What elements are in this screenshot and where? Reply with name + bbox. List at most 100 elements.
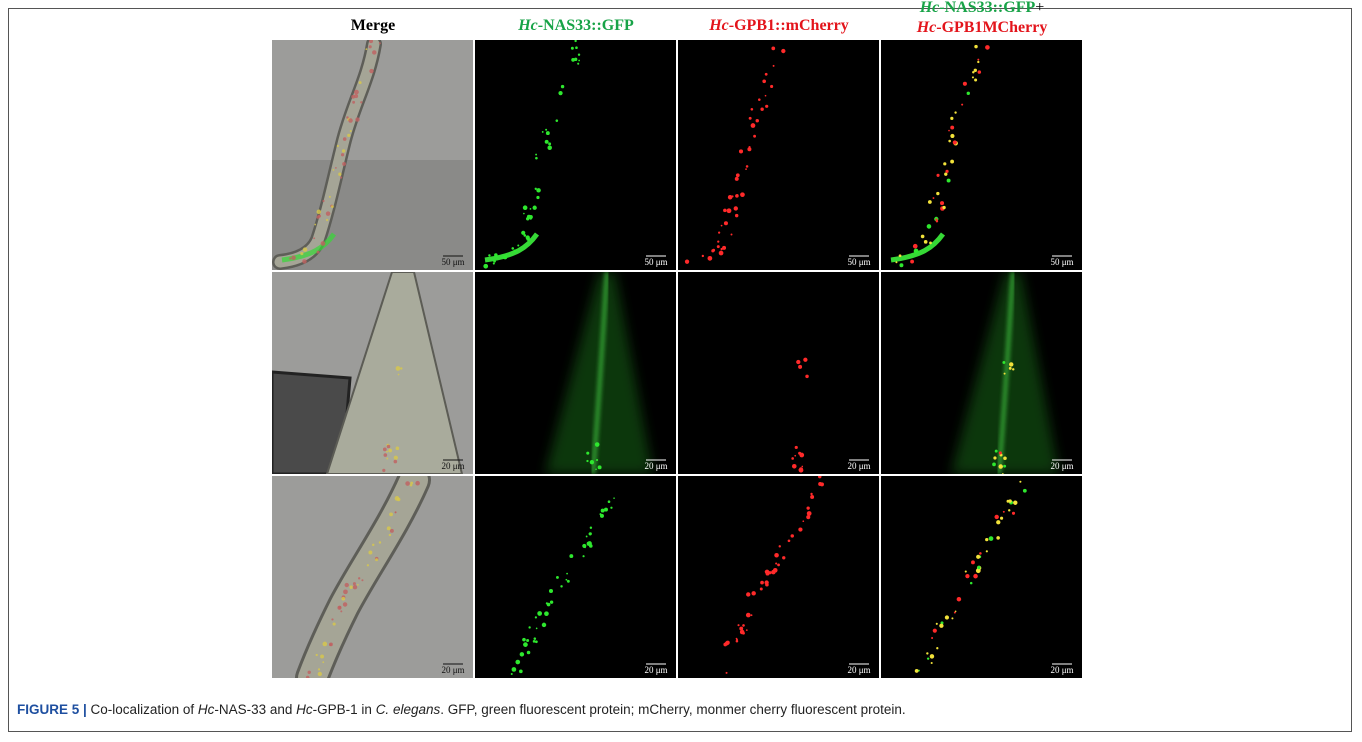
fluorescent-spot xyxy=(349,585,353,589)
fluorescent-spot xyxy=(532,205,537,210)
fluorescent-spot xyxy=(964,570,967,573)
fluorescent-spot xyxy=(340,153,345,157)
fluorescent-spot xyxy=(753,134,757,138)
fluorescent-spot xyxy=(727,195,733,200)
fluorescent-spot xyxy=(519,669,523,674)
caption-text: . GFP, green fluorescent protein; mCherr… xyxy=(440,702,906,717)
fluorescent-spot xyxy=(521,230,526,235)
fluorescent-spot xyxy=(787,539,791,543)
fluorescent-spot xyxy=(771,46,776,51)
fluorescent-spot xyxy=(950,116,954,121)
panel-grid: 50 μm 50 μm 50 μm 50 μm 20 μm 20 μm 20 μm 20 μm… xyxy=(272,40,1082,678)
fluorescent-spot xyxy=(594,442,600,447)
fluorescent-spot xyxy=(555,119,559,122)
fluorescent-spot xyxy=(739,629,745,635)
fluorescent-spot xyxy=(790,534,795,538)
image-panel: 20 μm xyxy=(475,476,676,678)
fluorescent-spot xyxy=(336,144,339,148)
panel-content xyxy=(951,272,1059,474)
fluorescent-spot xyxy=(775,562,778,565)
fluorescent-spot xyxy=(355,117,360,122)
fluorescent-spot xyxy=(895,261,898,264)
fluorescent-spot xyxy=(523,212,525,215)
fluorescent-spot xyxy=(322,661,325,664)
fluorescent-spot xyxy=(977,58,980,61)
fluorescent-spot xyxy=(343,589,348,595)
fluorescent-spot xyxy=(588,532,592,536)
figure: Merge Hc-NAS33::GFP Hc-GPB1::mCherry Hc-… xyxy=(272,0,1082,678)
fluorescent-spot xyxy=(386,457,389,460)
fluorescent-spot xyxy=(762,79,766,84)
fluorescent-spot xyxy=(533,637,537,640)
panel-background xyxy=(475,476,676,678)
fluorescent-spot xyxy=(329,642,333,647)
fluorescent-spot xyxy=(510,672,513,676)
fluorescent-spot xyxy=(349,129,352,133)
image-panel: 20 μm xyxy=(881,476,1082,678)
fluorescent-spot xyxy=(735,637,738,640)
fluorescent-spot xyxy=(529,208,532,210)
fluorescent-spot xyxy=(341,149,346,153)
fluorescent-spot xyxy=(511,247,515,250)
fluorescent-spot xyxy=(750,614,753,617)
column-header: Hc-GPB1MCherry xyxy=(916,19,1048,36)
fluorescent-spot xyxy=(534,187,537,190)
fluorescent-spot xyxy=(361,579,364,582)
fluorescent-spot xyxy=(372,50,377,55)
fluorescent-spot xyxy=(684,259,690,264)
fluorescent-spot xyxy=(610,506,613,509)
image-panel: 20 μm xyxy=(272,272,473,474)
fluorescent-spot xyxy=(354,94,359,99)
fluorescent-spot xyxy=(342,137,347,141)
scale-bar-label: 50 μm xyxy=(644,257,667,267)
fluorescent-spot xyxy=(760,107,764,111)
fluorescent-spot xyxy=(985,538,989,542)
fluorescent-spot xyxy=(302,259,307,264)
fluorescent-spot xyxy=(386,526,391,531)
fluorescence-glow xyxy=(484,232,540,263)
fluorescent-spot xyxy=(589,460,595,465)
fluorescent-spot xyxy=(347,133,351,137)
fluorescent-spot xyxy=(332,169,335,171)
image-panel: 20 μm xyxy=(272,476,473,678)
fluorescent-spot xyxy=(745,168,747,170)
fluorescent-spot xyxy=(585,535,588,538)
fluorescent-spot xyxy=(317,671,323,677)
fluorescence-glow xyxy=(281,232,337,263)
fluorescent-spot xyxy=(781,48,786,54)
image-panel: 50 μm xyxy=(475,40,676,270)
image-panel: 50 μm xyxy=(881,40,1082,270)
fluorescent-spot xyxy=(810,492,813,496)
panel-content xyxy=(545,272,653,474)
fluorescent-spot xyxy=(322,199,325,203)
panel-content xyxy=(272,40,473,270)
fluorescent-spot xyxy=(338,172,342,176)
fluorescent-spot xyxy=(992,462,996,467)
fluorescent-spot xyxy=(1013,500,1018,505)
fluorescent-spot xyxy=(701,254,705,258)
fluorescent-spot xyxy=(899,263,904,268)
panel-background xyxy=(881,476,1082,678)
fluorescent-spot xyxy=(764,569,770,575)
scale-bar-label: 20 μm xyxy=(441,665,464,675)
fluorescent-spot xyxy=(316,215,320,219)
fluorescent-spot xyxy=(898,254,902,258)
fluorescent-spot xyxy=(541,622,547,628)
fluorescent-spot xyxy=(994,514,999,520)
fluorescent-spot xyxy=(571,58,575,62)
fluorescent-spot xyxy=(1009,362,1014,367)
fluorescent-spot xyxy=(952,140,957,145)
fluorescent-spot xyxy=(302,247,308,252)
fluorescent-spot xyxy=(528,215,533,220)
fluorescent-spot xyxy=(395,446,400,451)
image-panel: 50 μm xyxy=(272,40,473,270)
column-header: Hc-GPB1::mCherry xyxy=(708,17,849,34)
fluorescent-spot xyxy=(806,506,810,510)
fluorescent-spot xyxy=(595,458,599,462)
fluorescent-spot xyxy=(1012,368,1015,371)
fluorescent-spot xyxy=(996,520,1001,525)
fluorescent-spot xyxy=(386,450,388,453)
fluorescent-spot xyxy=(971,76,974,79)
fluorescent-spot xyxy=(360,101,363,104)
fluorescent-spot xyxy=(936,191,940,196)
